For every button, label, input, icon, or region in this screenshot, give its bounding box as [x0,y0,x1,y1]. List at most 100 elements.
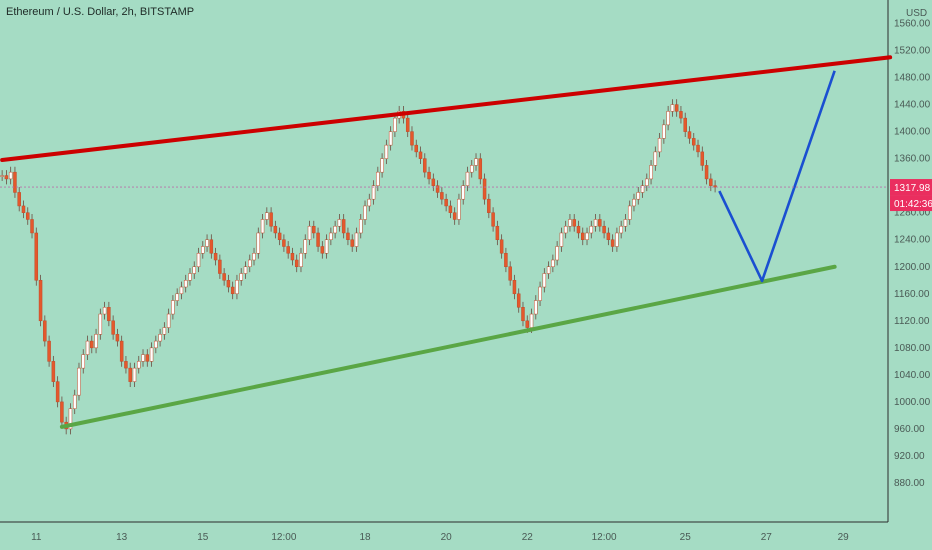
y-tick-label: 1400.00 [894,127,931,138]
candle [149,342,154,367]
candle [102,301,107,320]
candle [521,301,525,327]
candle [581,227,585,246]
x-tick-label: 25 [680,532,692,543]
candle [418,146,423,165]
candle [388,126,393,151]
candle [461,180,465,205]
x-tick-label: 20 [441,532,453,543]
candle [670,99,675,117]
x-tick-label: 15 [197,532,209,543]
candle [393,112,397,138]
candle [201,241,205,259]
candle [34,227,39,286]
candle [427,166,431,185]
candle [0,170,4,181]
candle [692,132,696,151]
candle [158,328,162,347]
candle [256,227,261,259]
candle [226,274,231,293]
candle [188,268,192,286]
candle [260,214,265,239]
candle [704,160,709,185]
candle [653,146,658,171]
trendline [0,55,893,162]
candle [410,126,414,151]
candle [209,234,214,259]
candle [640,180,645,198]
candle [8,166,13,185]
candle [333,220,337,239]
candle [166,308,171,333]
candle [572,214,576,232]
candle [273,220,278,239]
candle [474,153,478,171]
candle [632,193,636,212]
y-tick-label: 1440.00 [894,100,931,111]
candle [290,247,295,266]
countdown-label: 01:42:36 [894,199,932,210]
candle [252,247,256,266]
candle [593,214,598,232]
x-tick-label: 12:00 [592,532,617,543]
candle [248,254,252,273]
candle [448,200,453,219]
candle [568,214,572,232]
candle [713,180,717,193]
candle [299,247,303,273]
candle [610,234,615,252]
candle [162,322,167,340]
candle [81,349,85,374]
candle [465,166,470,192]
candle [457,193,461,225]
candle [243,261,248,279]
candle [619,220,623,239]
candle [696,139,700,158]
candle [68,403,73,435]
candle [239,268,243,286]
y-tick-label: 1000.00 [894,397,931,408]
candle [13,166,17,198]
candle [423,153,427,178]
candle [636,187,640,205]
candle [674,99,679,117]
candle [546,261,551,279]
candle [320,241,325,259]
x-tick-label: 22 [522,532,534,543]
candle [683,112,687,138]
candle [154,335,158,354]
candle [175,288,179,306]
candle [487,193,491,219]
x-axis: 11 13 15 12:00 18 20 22 12:00 25 27 29 [31,532,849,543]
y-tick-label: 1360.00 [894,154,931,165]
candle [576,220,581,239]
candle [615,227,619,252]
candle [316,227,320,252]
x-tick-label: 12:00 [271,532,296,543]
candle [662,119,666,144]
x-tick-label: 13 [116,532,128,543]
candle [563,220,568,239]
candle [380,153,384,178]
candle [51,355,56,388]
current-price-label: 1317.98 [894,183,931,194]
candle [598,214,602,232]
candle [72,389,77,415]
candle [551,254,555,273]
candle [504,247,508,273]
candle [645,173,649,192]
candle [452,207,457,225]
candle [555,241,559,266]
candle [329,227,333,246]
candles [0,99,717,435]
candle [21,200,26,219]
candle [192,261,196,279]
candle [132,362,137,388]
candle [405,112,410,138]
candle [179,281,184,300]
candle [235,274,239,300]
candle [444,193,448,212]
candle [350,234,354,252]
